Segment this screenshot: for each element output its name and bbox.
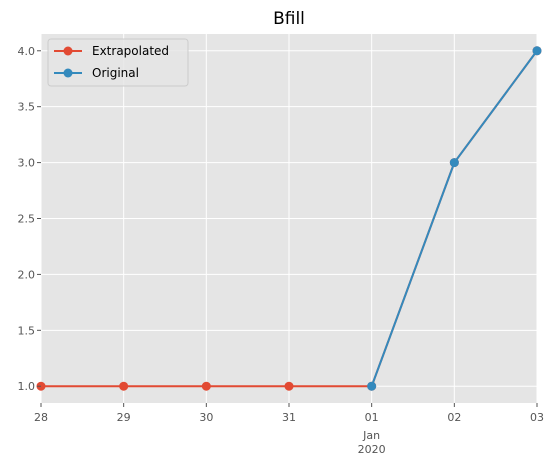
- x-tick-label: 02: [447, 411, 461, 424]
- data-point: [449, 158, 459, 168]
- legend-label: Extrapolated: [92, 44, 169, 58]
- x-tick-label: 28: [34, 411, 48, 424]
- x-secondary-label: Jan: [362, 429, 380, 442]
- x-tick-label: 31: [282, 411, 296, 424]
- x-tick-label: 29: [117, 411, 131, 424]
- y-tick-label: 1.5: [18, 324, 36, 337]
- y-tick-label: 4.0: [18, 45, 36, 58]
- data-point: [367, 381, 377, 391]
- chart-title: Bfill: [273, 9, 305, 29]
- legend: Extrapolated Original: [47, 38, 189, 87]
- y-tick-label: 3.0: [18, 157, 36, 170]
- series-original: [367, 46, 542, 391]
- y-axis: 1.0 1.5 2.0 2.5 3.0 3.5 4.0: [18, 45, 41, 393]
- x-tick-label: 30: [199, 411, 213, 424]
- x-secondary-label: 2020: [358, 443, 386, 456]
- legend-marker: [63, 68, 73, 78]
- legend-marker: [63, 46, 73, 56]
- y-tick-label: 3.5: [18, 101, 36, 114]
- legend-label: Original: [92, 66, 139, 80]
- data-point: [532, 46, 542, 56]
- y-tick-label: 2.0: [18, 268, 36, 281]
- data-point: [201, 381, 211, 391]
- x-tick-label: 01: [365, 411, 379, 424]
- legend-box: [47, 38, 189, 87]
- y-tick-label: 1.0: [18, 380, 36, 393]
- series-layer: [36, 46, 542, 391]
- data-point: [119, 381, 129, 391]
- x-tick-label: 03: [530, 411, 544, 424]
- y-tick-label: 2.5: [18, 213, 36, 226]
- data-point: [284, 381, 294, 391]
